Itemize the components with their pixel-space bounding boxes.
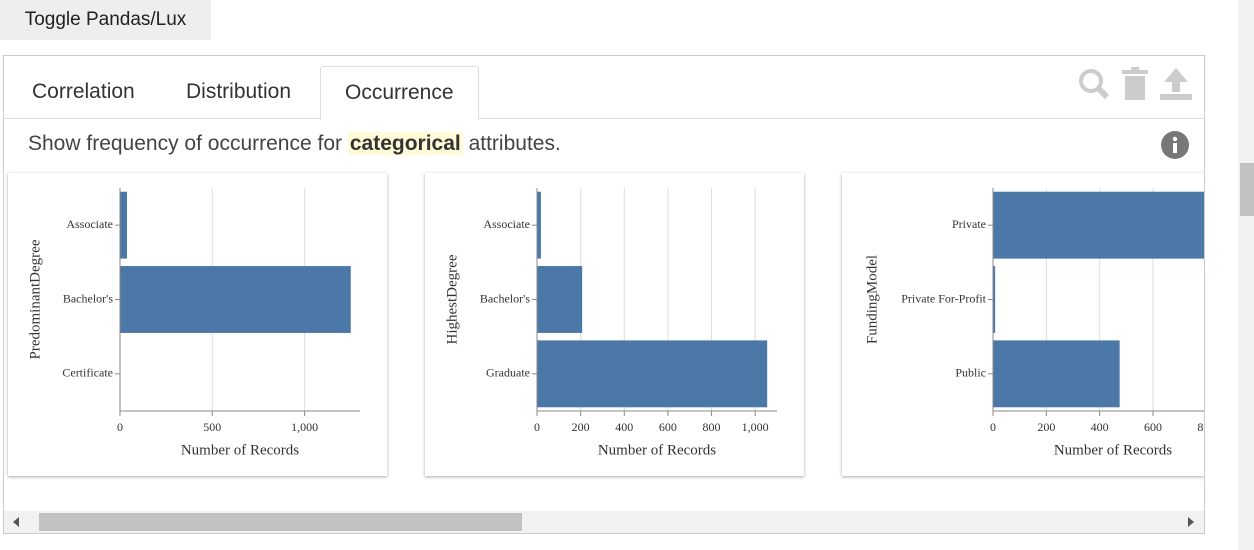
chart: 0 500 1,000 Associate Bachelor's Certificate N…	[27, 188, 360, 458]
y-tick-label: Private For-Profit	[901, 291, 986, 305]
bar	[993, 266, 996, 333]
toolbar-icons	[1079, 67, 1192, 100]
y-tick-label: Bachelor's	[63, 291, 113, 305]
scroll-thumb[interactable]	[1240, 163, 1254, 216]
chart: 0 200 400 600 800 1,000 Associate Bachelor's Gra…	[444, 188, 777, 458]
tab[interactable]: Distribution	[186, 80, 292, 103]
y-axis-title: PredominantDegree	[27, 239, 43, 359]
y-tick-label: Certificate	[62, 366, 113, 380]
chart-card[interactable]: 0 200 400 600 800 1,000 Associate Bachelor's Gra…	[425, 173, 804, 476]
x-tick-label: 0	[990, 420, 996, 434]
bar	[120, 266, 351, 333]
x-axis-title: Number of Records	[181, 442, 299, 458]
description-text: attributes.	[468, 132, 561, 155]
x-tick-label: 0	[117, 420, 123, 434]
tab[interactable]: Correlation	[32, 80, 135, 103]
description-text: Show frequency of occurrence for	[28, 132, 342, 155]
bar	[120, 191, 128, 259]
x-tick-label: 600	[659, 420, 677, 434]
y-tick-label: Private	[952, 217, 986, 231]
x-tick-label: 1,000	[291, 420, 318, 434]
toggle-button[interactable]: Toggle Pandas/Lux	[0, 0, 211, 40]
y-tick-label: Associate	[483, 217, 530, 231]
info-icon[interactable]	[1160, 131, 1190, 161]
highlight: categorical	[347, 132, 463, 155]
bar	[537, 340, 768, 408]
delete-icon[interactable]	[1122, 67, 1148, 100]
chart-card[interactable]: 0 500 1,000 Associate Bachelor's Certificate N…	[8, 173, 387, 476]
x-tick-label: 200	[572, 420, 590, 434]
y-tick-label: Public	[955, 366, 986, 380]
y-tick-label: Associate	[66, 217, 113, 231]
y-tick-label: Bachelor's	[480, 291, 530, 305]
x-tick-label: 400	[615, 420, 633, 434]
bar	[537, 191, 541, 259]
x-tick-label: 0	[534, 420, 540, 434]
lux-widget: Correlation Distribution Occurrence Show…	[3, 55, 1205, 534]
chart-card[interactable]: 0 200 400 600 800 Private Private For-Profit Pu…	[842, 173, 1204, 476]
y-axis-title: FundingModel	[864, 255, 880, 344]
chart: 0 200 400 600 800 Private Private For-Profit Pu…	[864, 188, 1204, 458]
scroll-right[interactable]	[1188, 517, 1194, 527]
scroll-thumb[interactable]	[39, 513, 522, 531]
tab-bar: Correlation Distribution Occurrence	[4, 56, 1204, 120]
vertical-scrollbar[interactable]	[1238, 0, 1254, 550]
bar	[993, 340, 1120, 408]
x-tick-label: 800	[703, 420, 721, 434]
x-axis-title: Number of Records	[598, 442, 716, 458]
x-tick-label: 800	[1197, 420, 1204, 434]
x-tick-label: 200	[1037, 420, 1055, 434]
export-icon[interactable]	[1160, 68, 1192, 100]
tab-active[interactable]: Occurrence	[320, 66, 479, 120]
horizontal-scrollbar[interactable]	[4, 511, 1204, 533]
scrollbar-parts	[13, 513, 1194, 531]
description: Show frequency of occurrence for categor…	[28, 132, 561, 156]
x-tick-label: 500	[203, 420, 221, 434]
search-icon[interactable]	[1079, 69, 1110, 100]
scroll-left[interactable]	[13, 517, 19, 527]
x-axis-title: Number of Records	[1054, 442, 1172, 458]
y-tick-label: Graduate	[486, 366, 530, 380]
x-tick-label: 600	[1144, 420, 1162, 434]
x-tick-label: 400	[1091, 420, 1109, 434]
bar	[537, 266, 583, 333]
y-axis-title: HighestDegree	[444, 254, 460, 344]
bar	[993, 191, 1204, 259]
x-tick-label: 1,000	[742, 420, 769, 434]
